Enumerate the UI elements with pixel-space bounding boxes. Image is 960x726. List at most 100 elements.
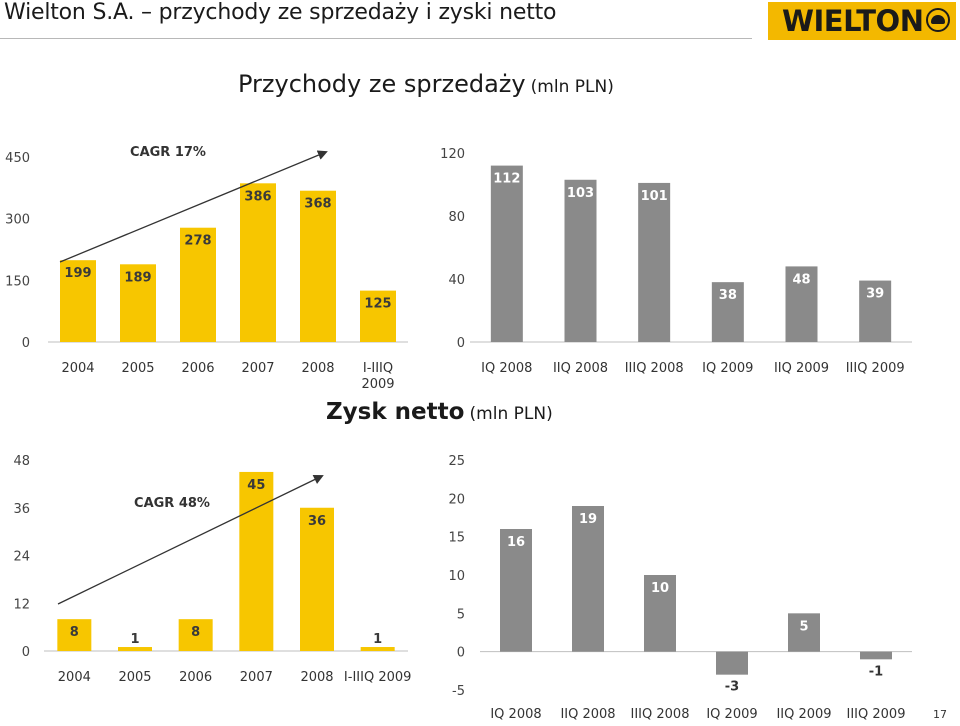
bar xyxy=(500,529,532,652)
profit-unit: (mln PLN) xyxy=(469,404,553,424)
bar-value-label: 386 xyxy=(244,189,271,204)
revenue-section-title: Przychody ze sprzedaży (mln PLN) xyxy=(238,70,614,98)
y-tick-label: 150 xyxy=(5,274,30,289)
category-label: IIQ 2009 xyxy=(776,707,831,722)
bar xyxy=(180,227,216,342)
y-tick-label: 15 xyxy=(448,531,465,546)
y-tick-label: 40 xyxy=(448,273,465,288)
camel-hump-icon xyxy=(931,15,945,24)
revenue-unit: (mln PLN) xyxy=(530,77,614,97)
y-tick-label: 5 xyxy=(457,607,465,622)
bar-value-label: 103 xyxy=(567,186,594,201)
y-tick-label: 300 xyxy=(5,213,30,228)
bar xyxy=(860,651,892,660)
y-tick-label: 0 xyxy=(457,336,465,351)
category-label: 2004 xyxy=(61,361,94,376)
bar-value-label: 1 xyxy=(130,632,139,647)
bar-value-label: 189 xyxy=(124,270,151,285)
y-tick-label: 120 xyxy=(440,147,465,162)
bar xyxy=(859,280,892,342)
page-number: 17 xyxy=(933,708,947,721)
bar-value-label: 1 xyxy=(373,632,382,647)
bar-value-label: 19 xyxy=(579,512,597,527)
profit-title: Zysk netto xyxy=(326,399,465,425)
cagr-arrow xyxy=(59,150,328,263)
bar-value-label: 39 xyxy=(866,287,884,302)
category-label: 2005 xyxy=(118,670,151,685)
logo-text: WIELTON xyxy=(782,4,924,38)
bar-value-label: -1 xyxy=(869,664,883,679)
y-tick-label: 48 xyxy=(13,454,30,469)
y-tick-label: -5 xyxy=(452,684,465,699)
bar xyxy=(60,260,96,342)
bar xyxy=(360,647,395,651)
bar xyxy=(785,266,818,342)
bar-value-label: 368 xyxy=(304,197,331,212)
category-label: I-IIIQ 2009 xyxy=(344,670,411,685)
bar-value-label: 38 xyxy=(719,288,737,303)
y-tick-label: 25 xyxy=(448,454,465,469)
y-tick-label: 80 xyxy=(448,210,465,225)
cagr-label: CAGR 17% xyxy=(130,145,206,160)
bar xyxy=(360,290,396,342)
bar-value-label: 278 xyxy=(184,234,211,249)
bar xyxy=(57,619,92,651)
bar xyxy=(788,613,820,652)
bar-value-label: 48 xyxy=(792,272,810,287)
bar-value-label: 16 xyxy=(507,535,525,550)
y-tick-label: 0 xyxy=(457,646,465,661)
bar xyxy=(716,651,748,675)
cagr-arrow xyxy=(57,474,324,605)
bar xyxy=(178,619,213,651)
y-tick-label: 10 xyxy=(448,569,465,584)
bar-value-label: 112 xyxy=(493,172,520,187)
category-label: 2006 xyxy=(179,670,212,685)
y-tick-label: 12 xyxy=(13,597,30,612)
bar-value-label: 36 xyxy=(308,514,326,529)
title-divider xyxy=(0,38,752,39)
bar xyxy=(120,264,156,342)
bar-value-label: 10 xyxy=(651,581,669,596)
category-label: 2007 xyxy=(241,361,274,376)
category-label: IQ 2008 xyxy=(490,707,541,722)
category-label: IIIQ 2009 xyxy=(846,361,905,376)
profit-section-title: Zysk netto (mln PLN) xyxy=(326,399,553,425)
category-label: 2005 xyxy=(121,361,154,376)
page-title: Wielton S.A. – przychody ze sprzedaży i … xyxy=(4,0,557,25)
category-label: 2008 xyxy=(300,670,333,685)
bar-value-label: 8 xyxy=(191,625,200,640)
bar xyxy=(572,506,604,652)
bar xyxy=(564,179,597,342)
bar-value-label: 125 xyxy=(364,297,391,312)
bar xyxy=(638,182,671,342)
y-tick-label: 450 xyxy=(5,151,30,166)
category-label: 2006 xyxy=(181,361,214,376)
y-tick-label: 36 xyxy=(13,502,30,517)
bar xyxy=(239,471,274,651)
category-label: IIIQ 2008 xyxy=(631,707,690,722)
bar-value-label: 8 xyxy=(70,625,79,640)
category-label: IIQ 2008 xyxy=(553,361,608,376)
bar xyxy=(240,183,276,342)
category-label: IIQ 2009 xyxy=(774,361,829,376)
bar-value-label: 45 xyxy=(247,478,265,493)
category-label: IIIQ 2009 xyxy=(847,707,906,722)
category-label: IQ 2008 xyxy=(481,361,532,376)
bar xyxy=(300,190,336,342)
bar xyxy=(644,575,676,652)
y-tick-label: 0 xyxy=(22,645,30,660)
revenue-title: Przychody ze sprzedaży xyxy=(238,70,526,98)
bar-value-label: 199 xyxy=(64,266,91,281)
camel-emblem-icon xyxy=(926,8,950,32)
category-label: 2004 xyxy=(58,670,91,685)
category-label: 2007 xyxy=(240,670,273,685)
bar-value-label: 5 xyxy=(799,619,808,634)
wielton-logo: WIELTON xyxy=(768,2,956,40)
bar xyxy=(490,165,523,342)
y-tick-label: 20 xyxy=(448,492,465,507)
bar xyxy=(300,507,334,651)
bar xyxy=(711,282,744,342)
bar xyxy=(118,647,152,651)
bar-value-label: 101 xyxy=(641,189,668,204)
